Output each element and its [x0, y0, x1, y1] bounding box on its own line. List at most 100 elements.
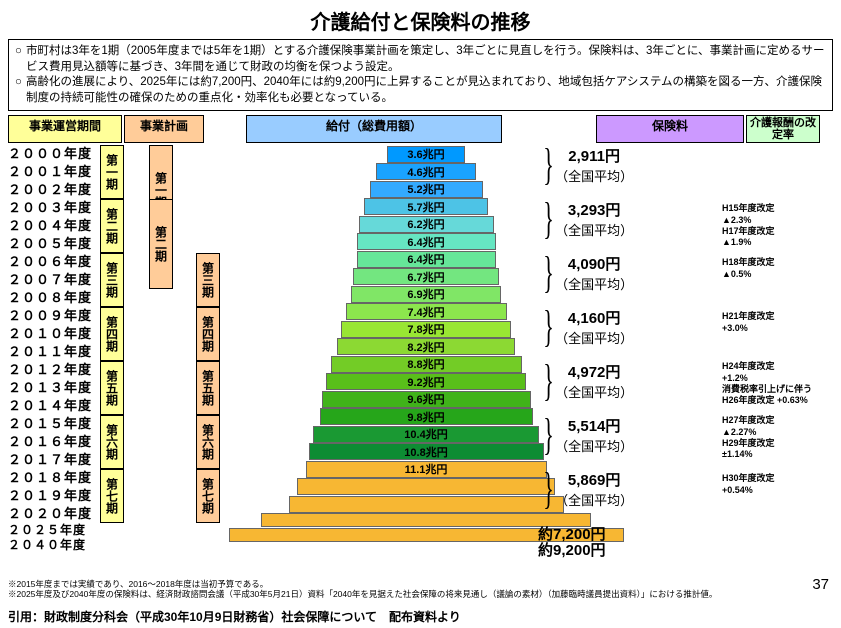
year-label: ２００９年度 [8, 307, 98, 325]
chart-bar: 6.7兆円 [353, 268, 499, 285]
year-label: ２００７年度 [8, 271, 98, 289]
premium-text: 5,514円（全国平均） [555, 415, 633, 455]
chart-bar: 6.4兆円 [357, 233, 496, 250]
year-label: ２００６年度 [8, 253, 98, 271]
chart-bar: 5.2兆円 [370, 181, 483, 198]
premium-text: 4,160円（全国平均） [555, 307, 633, 347]
year-label: ２０１５年度 [8, 415, 98, 433]
chart-bar: 7.4兆円 [346, 303, 507, 320]
chart-bar: 9.6兆円 [322, 391, 531, 408]
info-line-2: 高齢化の進展により、2025年には約7,200円、2040年には約9,200円に… [26, 75, 826, 106]
period-box: 第五期 [196, 361, 220, 415]
chart-bar: 7.8兆円 [341, 321, 511, 338]
period-box: 第三期 [196, 253, 220, 307]
footnote-2: ※2025年度及び2040年度の保険料は、経済財政諮問会議（平成30年5月21日… [8, 588, 717, 600]
year-label: ２０１９年度 [8, 487, 98, 505]
chart-bar [289, 496, 564, 513]
revision-block: H15年度改定▲2.3%H17年度改定▲1.9% [722, 203, 775, 248]
revision-block: H21年度改定+3.0% [722, 311, 775, 334]
page-title: 介護給付と保険料の推移 [0, 0, 841, 39]
premium-text: 4,090円（全国平均） [555, 253, 633, 293]
year-label: ２０１１年度 [8, 343, 98, 361]
period-box: 第四期 [100, 307, 124, 361]
bracket-icon: } [543, 469, 554, 509]
period-box: 第二期 [100, 199, 124, 253]
period-box: 第二期 [149, 199, 173, 289]
revision-block: H24年度改定+1.2%消費税率引上げに伴うH26年度改定 +0.63% [722, 361, 812, 406]
period-box: 第四期 [196, 307, 220, 361]
info-box: ○市町村は3年を1期（2005年度までは5年を1期）とする介護保険事業計画を策定… [8, 39, 833, 111]
hdr-premium: 保険料 [596, 115, 744, 143]
chart-bar: 3.6兆円 [387, 146, 465, 163]
hdr-benefit: 給付（総費用額） [246, 115, 502, 143]
premium-text: 3,293円（全国平均） [555, 199, 633, 239]
chart-bar [297, 478, 555, 495]
chart-bar: 5.7兆円 [364, 198, 488, 215]
year-label: ２０２０年度 [8, 505, 98, 523]
premium-text: 2,911円（全国平均） [555, 145, 633, 185]
premium-group: }4,160円（全国平均） [538, 307, 633, 347]
bracket-icon: } [543, 307, 554, 347]
year-label: ２０４０年度 [8, 538, 98, 553]
premium-text: 4,972円（全国平均） [555, 361, 633, 401]
premium-text: 5,869円（全国平均） [555, 469, 633, 509]
period-box: 第五期 [100, 361, 124, 415]
year-label: ２００４年度 [8, 217, 98, 235]
chart-bar: 10.8兆円 [309, 443, 544, 460]
main-chart-area: ２０００年度２００１年度２００２年度２００３年度２００４年度２００５年度２００６… [8, 145, 833, 591]
chart-bar: 9.2兆円 [326, 373, 526, 390]
chart-bar: 8.2兆円 [337, 338, 515, 355]
chart-bar: 4.6兆円 [376, 163, 476, 180]
period-box: 第六期 [196, 415, 220, 469]
year-labels: ２０００年度２００１年度２００２年度２００３年度２００４年度２００５年度２００６… [8, 145, 98, 553]
period-box: 第七期 [100, 469, 124, 523]
premium-group: }5,869円（全国平均） [538, 469, 633, 509]
year-label: ２００８年度 [8, 289, 98, 307]
chart-bar: 6.9兆円 [351, 286, 501, 303]
period-box: 第三期 [100, 253, 124, 307]
citation: 引用：財政制度分科会（平成30年10月9日財務省）社会保障について 配布資料より [8, 608, 461, 625]
premium-group: }5,514円（全国平均） [538, 415, 633, 455]
bracket-icon: } [543, 415, 554, 455]
bracket-icon: } [543, 145, 554, 185]
premium-text: 約9,200円 [538, 539, 606, 560]
premium-group: 約9,200円 [538, 539, 606, 560]
revision-block: H18年度改定▲0.5% [722, 257, 775, 280]
year-label: ２０１３年度 [8, 379, 98, 397]
premium-group: }4,972円（全国平均） [538, 361, 633, 401]
chart-bar: 9.8兆円 [320, 408, 533, 425]
chart-bar: 11.1兆円 [306, 461, 547, 478]
premium-group: }4,090円（全国平均） [538, 253, 633, 293]
year-label: ２０１６年度 [8, 433, 98, 451]
hdr-period: 事業運営期間 [8, 115, 122, 143]
chart-bar: 8.8兆円 [331, 356, 522, 373]
year-label: ２０２５年度 [8, 523, 98, 538]
chart-bar: 6.2兆円 [359, 216, 494, 233]
bracket-icon: } [543, 199, 554, 239]
year-label: ２０１７年度 [8, 451, 98, 469]
period-box: 第七期 [196, 469, 220, 523]
column-headers: 事業運営期間 事業計画 給付（総費用額） 保険料 介護報酬の改定率 [8, 115, 833, 143]
revision-block: H27年度改定▲2.27%H29年度改定±1.14% [722, 415, 775, 460]
year-label: ２００１年度 [8, 163, 98, 181]
period-box: 第六期 [100, 415, 124, 469]
page-number: 37 [812, 576, 829, 593]
hdr-plan: 事業計画 [124, 115, 204, 143]
chart-bar: 6.4兆円 [357, 251, 496, 268]
year-label: ２００２年度 [8, 181, 98, 199]
revision-block: H30年度改定+0.54% [722, 473, 775, 496]
year-label: ２０１４年度 [8, 397, 98, 415]
year-label: ２００５年度 [8, 235, 98, 253]
year-label: ２０１８年度 [8, 469, 98, 487]
year-label: ２０１２年度 [8, 361, 98, 379]
bracket-icon: } [543, 361, 554, 401]
year-label: ２００３年度 [8, 199, 98, 217]
chart-bar: 10.4兆円 [313, 426, 539, 443]
period-box: 第一期 [100, 145, 124, 199]
year-label: ２０１０年度 [8, 325, 98, 343]
bracket-icon: } [543, 253, 554, 293]
hdr-revision: 介護報酬の改定率 [746, 115, 820, 143]
info-line-1: 市町村は3年を1期（2005年度までは5年を1期）とする介護保険事業計画を策定し… [26, 44, 826, 75]
year-label: ２０００年度 [8, 145, 98, 163]
premium-group: }3,293円（全国平均） [538, 199, 633, 239]
